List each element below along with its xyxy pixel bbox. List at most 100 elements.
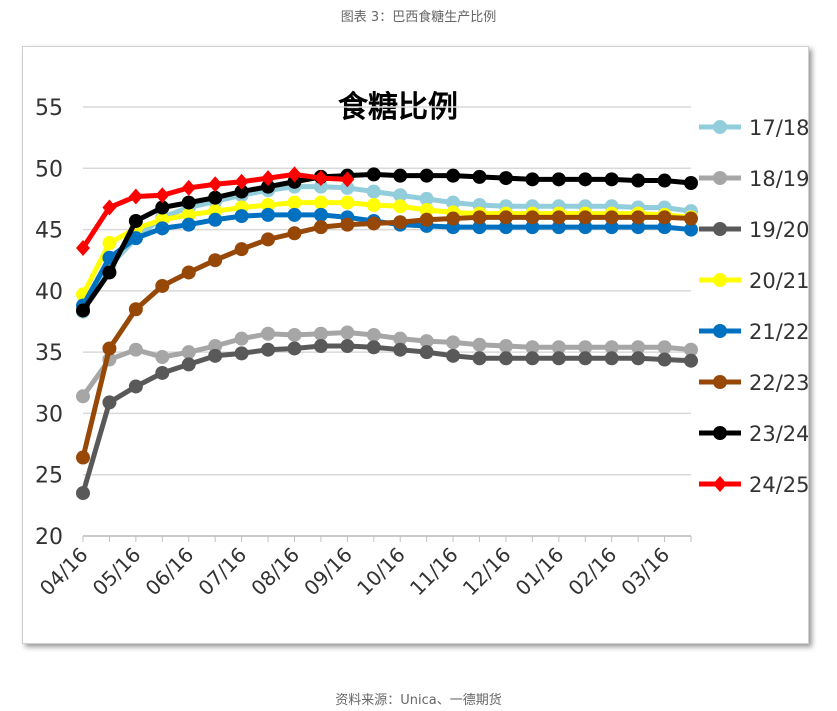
data-point — [446, 348, 461, 363]
data-point — [525, 351, 540, 366]
data-point — [340, 217, 355, 232]
data-point — [446, 211, 461, 226]
data-point — [525, 172, 540, 187]
y-tick-label: 35 — [35, 341, 63, 366]
x-tick-label: 01/16 — [511, 543, 569, 601]
data-point — [287, 341, 302, 356]
data-point — [684, 353, 698, 368]
data-point — [525, 340, 540, 355]
data-point — [313, 339, 328, 354]
data-point — [155, 187, 170, 204]
legend-label: 24/25 — [749, 473, 808, 497]
data-point — [76, 389, 90, 404]
data-point — [366, 198, 381, 213]
data-point — [631, 210, 646, 225]
data-point — [234, 209, 249, 224]
data-point — [446, 195, 461, 210]
data-point — [498, 351, 513, 366]
data-point — [76, 239, 90, 256]
x-tick-label: 08/16 — [246, 543, 304, 601]
data-point — [684, 211, 698, 226]
data-point — [102, 199, 117, 216]
figure-caption: 图表 3：巴西食糖生产比例 — [340, 10, 497, 25]
data-point — [578, 210, 593, 225]
data-point — [366, 167, 381, 182]
data-point — [657, 210, 672, 225]
data-point — [393, 331, 408, 346]
data-point — [313, 179, 328, 194]
data-point — [128, 302, 143, 317]
data-point — [446, 335, 461, 350]
data-point — [76, 303, 90, 318]
data-point — [419, 202, 434, 217]
x-tick-label: 12/16 — [458, 543, 516, 601]
data-point — [393, 342, 408, 357]
legend-marker — [713, 120, 727, 134]
data-point — [366, 327, 381, 342]
y-tick-label: 45 — [35, 219, 63, 244]
legend-marker — [713, 426, 727, 440]
data-point — [684, 342, 698, 357]
data-point — [128, 342, 143, 357]
data-point — [181, 217, 196, 232]
series-line-18/19 — [80, 330, 692, 398]
data-point — [261, 326, 276, 341]
data-point — [472, 169, 487, 184]
data-point — [287, 195, 302, 210]
data-point — [261, 232, 276, 247]
data-point — [446, 168, 461, 183]
data-point — [498, 220, 513, 235]
data-point — [604, 340, 619, 355]
data-point — [551, 220, 566, 235]
data-point — [261, 179, 276, 194]
data-point — [578, 351, 593, 366]
series-line-21/22 — [80, 212, 692, 307]
data-point — [313, 207, 328, 222]
data-point — [234, 184, 249, 199]
data-point — [234, 242, 249, 257]
data-point — [657, 352, 672, 367]
source-note: 资料来源：Unica、一德期货 — [335, 693, 502, 708]
data-point — [472, 220, 487, 235]
data-point — [181, 357, 196, 372]
data-point — [261, 342, 276, 357]
data-point — [313, 326, 328, 341]
data-point — [128, 213, 143, 228]
data-point — [208, 253, 223, 268]
legend-marker — [713, 375, 727, 389]
data-point — [525, 220, 540, 235]
data-point — [155, 350, 170, 365]
data-point — [181, 345, 196, 360]
data-point — [631, 220, 646, 235]
data-point — [419, 212, 434, 227]
data-point — [631, 173, 646, 188]
data-point — [340, 180, 355, 195]
data-point — [313, 195, 328, 210]
data-point — [287, 207, 302, 222]
data-point — [393, 168, 408, 183]
data-point — [419, 191, 434, 206]
data-point — [419, 345, 434, 360]
y-tick-label: 50 — [35, 157, 63, 182]
x-tick-label: 03/16 — [616, 543, 674, 601]
legend-label: 19/20 — [749, 218, 808, 242]
data-point — [393, 188, 408, 203]
data-point — [313, 170, 328, 187]
data-point — [313, 220, 328, 235]
data-point — [155, 221, 170, 236]
data-point — [340, 339, 355, 354]
x-tick-label: 07/16 — [193, 543, 251, 601]
data-point — [208, 212, 223, 227]
data-point — [657, 173, 672, 188]
data-point — [128, 231, 143, 246]
data-point — [472, 351, 487, 366]
data-point — [551, 210, 566, 225]
data-point — [181, 179, 196, 196]
data-point — [604, 351, 619, 366]
data-point — [261, 198, 276, 213]
data-point — [155, 200, 170, 215]
legend-label: 18/19 — [749, 167, 808, 191]
legend-marker — [713, 222, 727, 236]
legend-marker — [713, 273, 727, 287]
x-tick-label: 05/16 — [88, 543, 146, 601]
